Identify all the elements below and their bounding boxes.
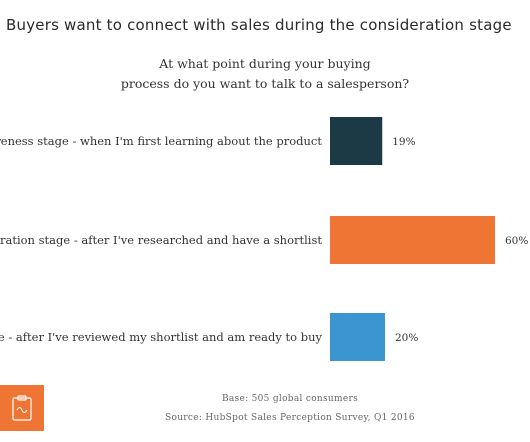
bar-1 [330,117,383,165]
clipboard-icon [12,395,32,421]
bar-3 [330,313,385,361]
category-label-2: Consideration stage - after I've researc… [0,233,322,247]
chart-subtitle-line-2: process do you want to talk to a salespe… [120,76,410,91]
value-label-3: 20% [395,332,418,344]
chart-subtitle-line-1: At what point during your buying [159,56,371,71]
value-label-1: 19% [392,136,415,148]
chart-title: Buyers want to connect with sales during… [6,16,512,34]
footer-base: Base: 505 global consumers [221,394,359,404]
category-label-1: Awareness stage - when I'm first learnin… [0,134,322,148]
category-label-3: Decision stage - after I've reviewed my … [0,330,322,344]
bar-2 [330,216,495,264]
value-label-2: 60% [505,235,528,247]
footer-source: Source: HubSpot Sales Perception Survey,… [165,413,415,423]
logo-badge [0,385,44,431]
